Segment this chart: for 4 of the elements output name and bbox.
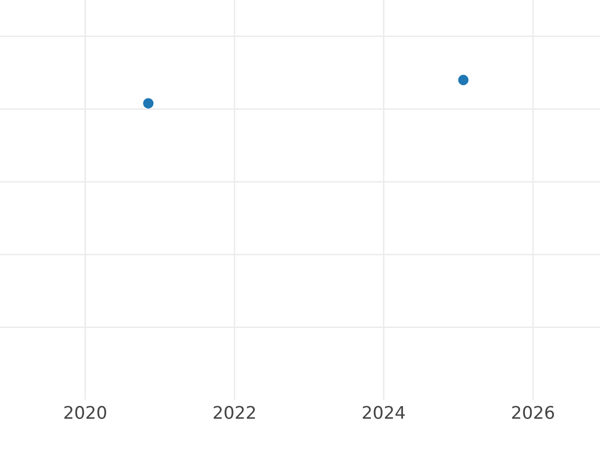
x-tick-label: 2022 [214, 406, 255, 419]
x-tick-label: 2024 [362, 406, 405, 419]
x-tick-label: 2020 [64, 406, 106, 419]
x-tick-label: 2026 [512, 406, 554, 419]
